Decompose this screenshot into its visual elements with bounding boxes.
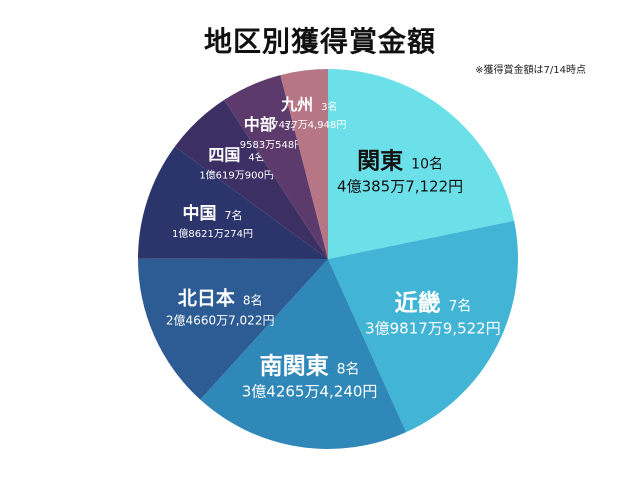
region-name: 南関東: [260, 353, 329, 379]
player-count: 7名: [225, 208, 243, 222]
player-count: 8名: [337, 361, 360, 377]
chart-title: 地区別獲得賞金額: [203, 25, 436, 58]
pie-slice-6: [174, 99, 328, 260]
chart-note: ※獲得賞金額は7/14時点: [475, 65, 586, 76]
region-name: 関東: [357, 149, 403, 175]
region-name: 四国: [208, 145, 240, 164]
pie-slice-1: [328, 69, 515, 259]
slice-amount-6: 1億619万900円: [199, 168, 274, 181]
slice-amount-5: 1億8621万274円: [172, 227, 253, 240]
slice-amount-3: 3億4265万4,240円: [242, 382, 378, 400]
slice-label-8: 九州 3名: [280, 95, 337, 114]
slice-label-2: 近畿 7名: [394, 291, 471, 317]
pie-slice-3: [200, 259, 407, 450]
slice-amount-2: 3億9817万9,522円: [365, 320, 501, 338]
region-name: 近畿: [394, 291, 440, 317]
player-count: 3名: [321, 100, 337, 113]
region-name: 中国: [183, 203, 217, 224]
region-name: 中部: [244, 115, 276, 134]
slice-amount-8: 7477万4,948円: [272, 120, 346, 131]
region-name: 九州: [280, 95, 313, 114]
slice-amount-7: 9583万548円: [240, 140, 305, 151]
pie-slice-2: [328, 220, 518, 433]
pie-slice-8: [280, 69, 328, 259]
slice-label-5: 中国 7名: [183, 203, 243, 224]
region-name: 北日本: [178, 287, 235, 310]
slice-label-4: 北日本 8名: [178, 287, 263, 310]
pie-slice-5: [138, 146, 328, 259]
slice-label-3: 南関東 8名: [260, 353, 360, 379]
slice-amount-4: 2億4660万7,022円: [166, 314, 275, 328]
player-count: 7名: [448, 299, 471, 315]
player-count: 8名: [243, 293, 263, 308]
pie-slice-4: [137, 258, 328, 400]
player-count: 10名: [411, 157, 443, 173]
pie-slice-7: [224, 75, 328, 259]
slice-label-1: 関東 10名: [357, 149, 443, 175]
slice-amount-1: 4億385万7,122円: [337, 178, 463, 196]
